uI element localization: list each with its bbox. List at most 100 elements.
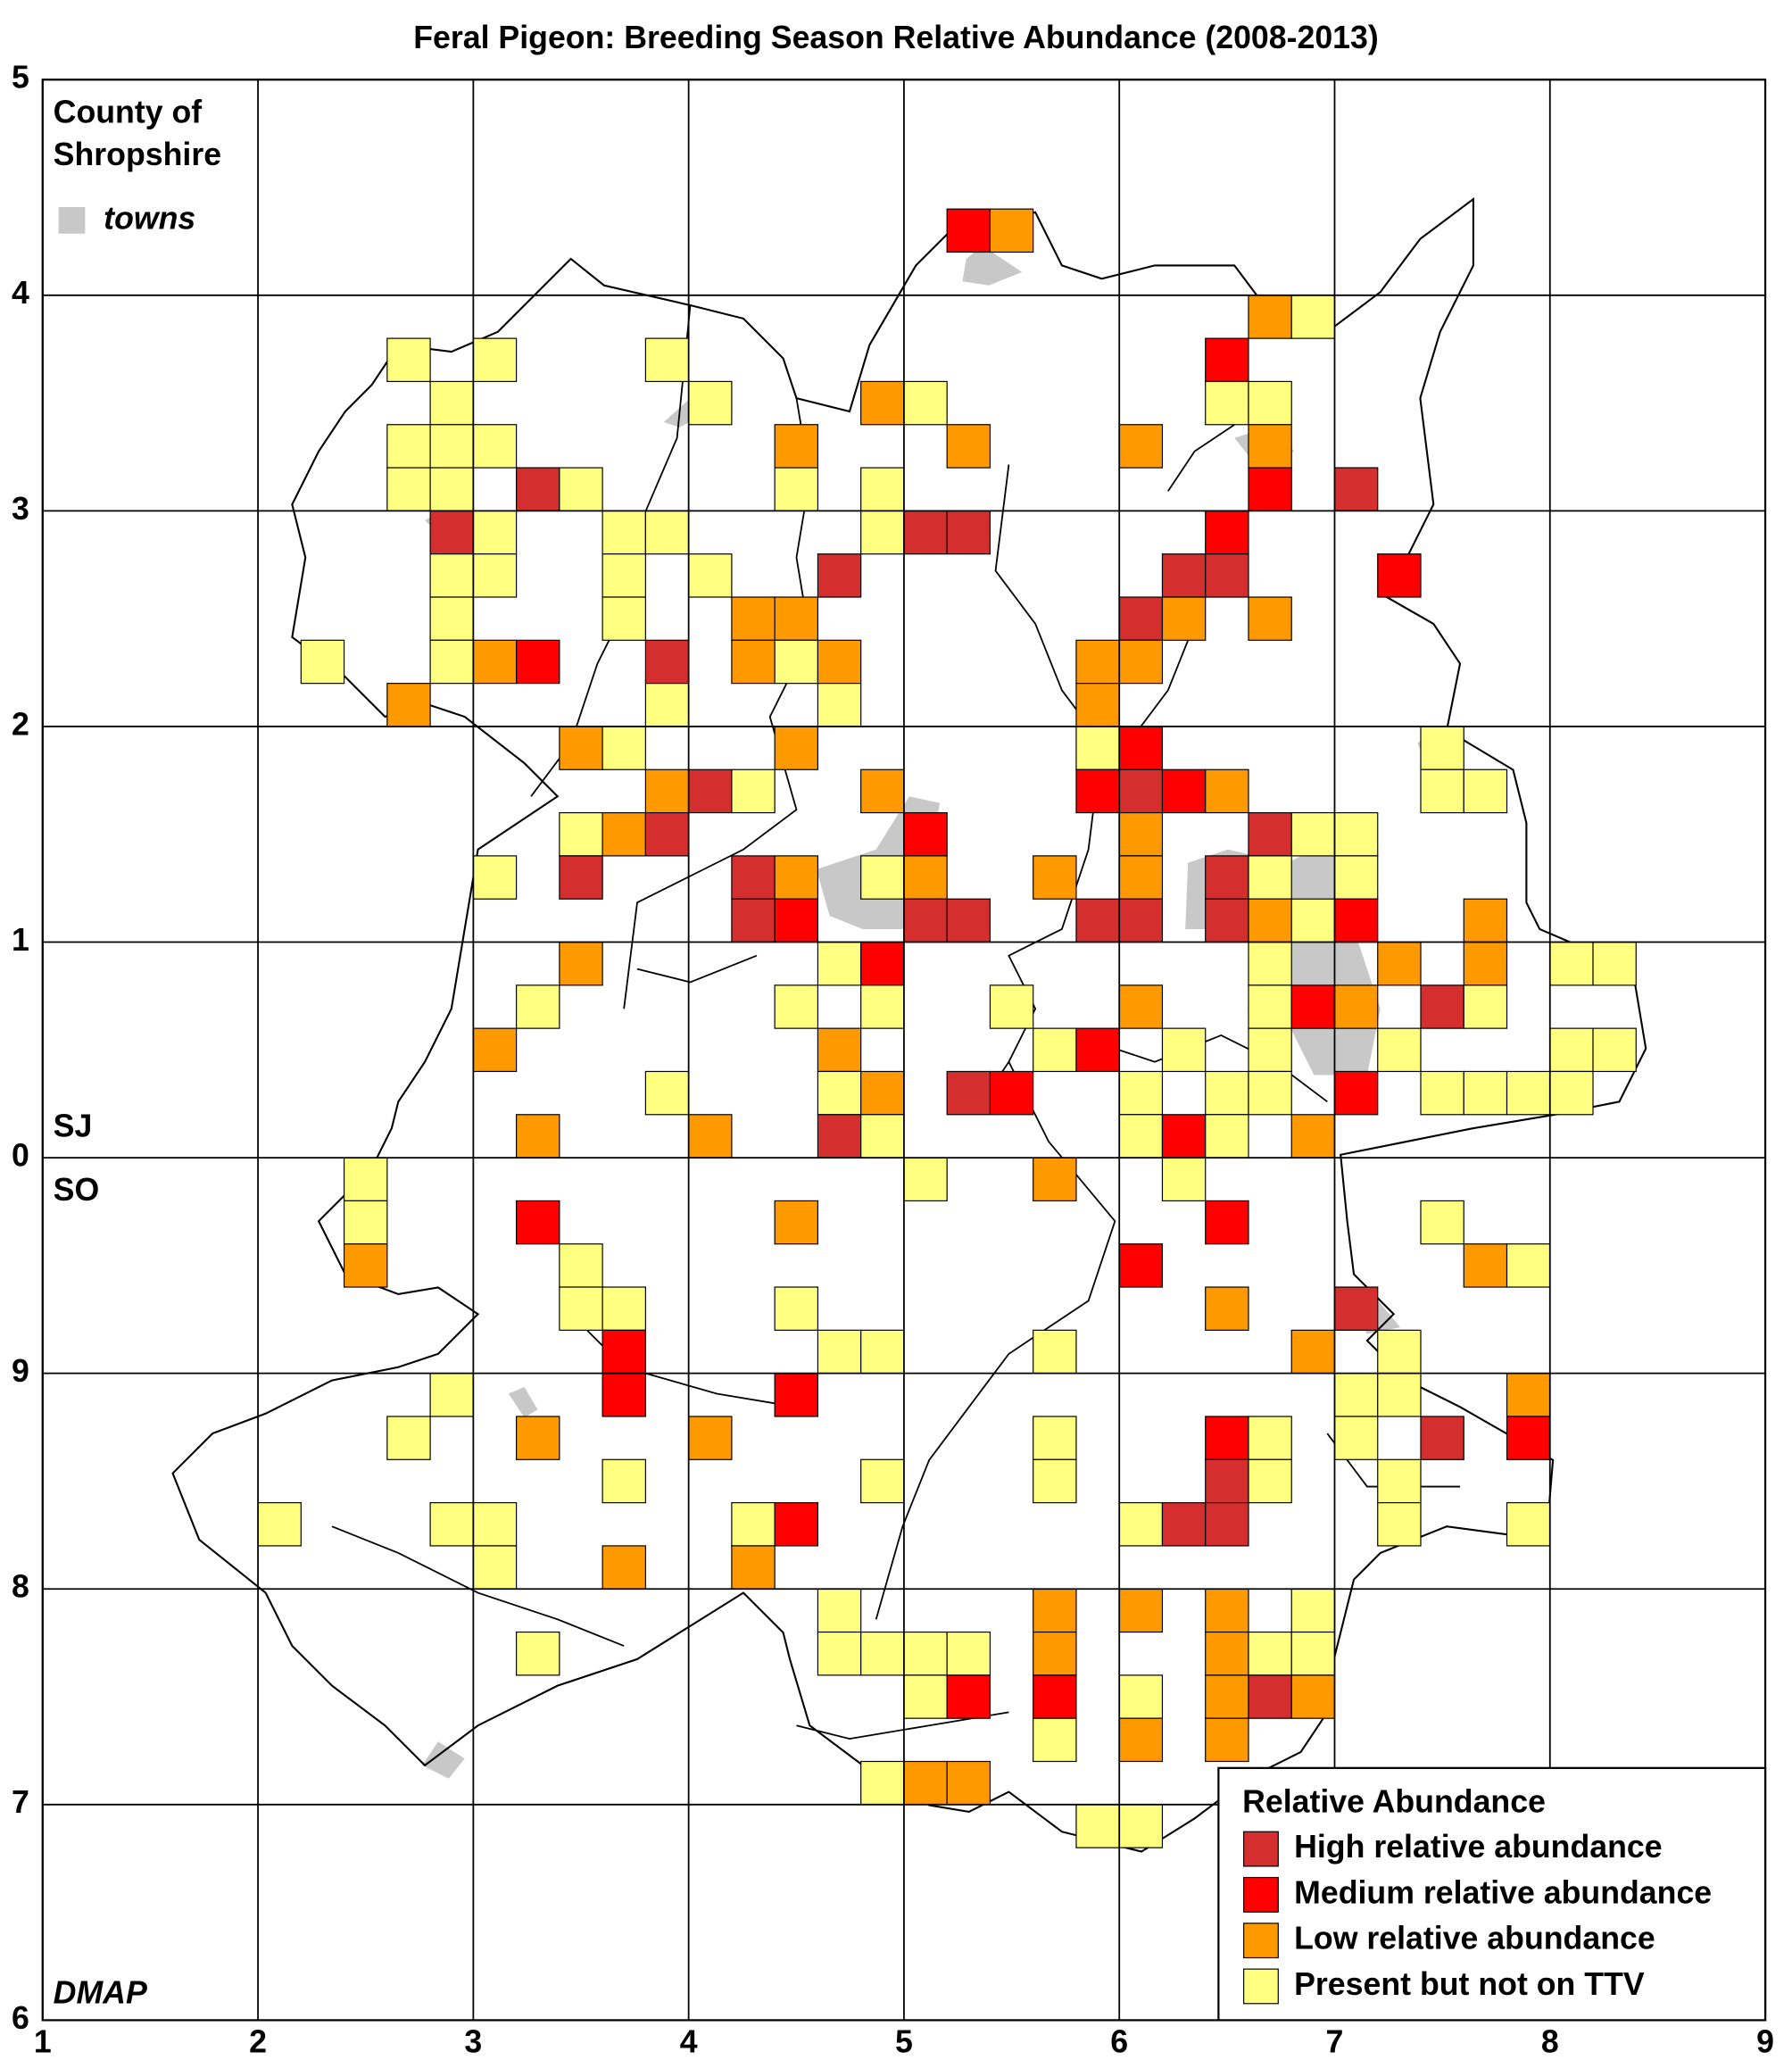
tetrad	[1463, 1070, 1508, 1116]
tetrad	[644, 1070, 690, 1116]
tetrad	[1420, 1200, 1464, 1245]
tetrad	[1161, 1027, 1207, 1073]
tetrad	[516, 1114, 560, 1159]
legend: Relative Abundance High relative abundan…	[1217, 1766, 1767, 2022]
tetrad	[731, 768, 776, 814]
tetrad	[774, 424, 819, 469]
tetrad	[1377, 1502, 1422, 1547]
tetrad	[1377, 941, 1422, 986]
tetrad	[774, 1200, 819, 1245]
tetrad	[559, 1286, 603, 1331]
tetrad	[1377, 1373, 1422, 1417]
tetrad	[1290, 295, 1336, 339]
tetrad	[343, 1243, 388, 1288]
tetrad	[860, 941, 905, 986]
tetrad	[774, 1373, 819, 1417]
tetrad	[774, 726, 819, 770]
county-label: County of	[54, 94, 203, 129]
tetrad	[817, 1329, 862, 1375]
tetrad	[1118, 1070, 1164, 1116]
tetrad	[1248, 984, 1292, 1029]
tetrad	[601, 1286, 646, 1331]
towns-label: towns	[104, 200, 195, 236]
tetrad	[559, 855, 603, 900]
tetrad	[1592, 941, 1637, 986]
tetrad	[774, 984, 819, 1029]
tetrad	[903, 1157, 948, 1202]
tetrad	[1075, 768, 1120, 814]
tetrad	[516, 1631, 560, 1676]
tetrad	[1248, 855, 1292, 900]
tetrad	[1420, 726, 1464, 770]
legend-title: Relative Abundance	[1242, 1783, 1546, 1819]
tetrad	[472, 1545, 518, 1590]
tetrad	[688, 768, 733, 814]
tetrad	[1463, 984, 1508, 1029]
y-tick-label: 4	[12, 275, 29, 311]
x-tick-label: 2	[249, 2024, 267, 2060]
tetrad	[1549, 1027, 1594, 1073]
tetrad	[1118, 424, 1164, 469]
tetrad	[1033, 1458, 1077, 1504]
tetrad	[989, 984, 1034, 1029]
tetrad	[1033, 1631, 1077, 1676]
tetrad	[903, 1760, 948, 1806]
x-tick-label: 8	[1541, 2024, 1559, 2060]
y-tick-label: 5	[12, 60, 29, 96]
tetrad	[946, 1674, 991, 1719]
tetrad	[1205, 553, 1249, 598]
tetrad	[817, 639, 862, 685]
tetrad	[559, 811, 603, 857]
tetrad	[1290, 1631, 1336, 1676]
tetrad	[1205, 855, 1249, 900]
tetrad	[1205, 898, 1249, 943]
tetrad	[1205, 1286, 1249, 1331]
tetrad	[817, 553, 862, 598]
town	[508, 1387, 538, 1418]
tetrad	[1205, 768, 1249, 814]
county-label: Shropshire	[54, 137, 221, 172]
credit: DMAP	[54, 1975, 147, 2011]
tetrad	[429, 596, 474, 641]
tetrad	[903, 1631, 948, 1676]
tetrad	[1205, 1114, 1249, 1159]
tetrad	[903, 1674, 948, 1719]
tetrad	[817, 1114, 862, 1159]
tetrad	[774, 898, 819, 943]
tetrad	[817, 1631, 862, 1676]
tetrad	[903, 380, 948, 426]
tetrad	[1506, 1070, 1551, 1116]
tetrad	[860, 984, 905, 1029]
tetrad	[688, 1416, 733, 1460]
x-tick-label: 7	[1326, 2024, 1344, 2060]
tetrad	[1118, 1674, 1164, 1719]
tetrad	[343, 1157, 388, 1202]
x-tick-label: 4	[680, 2024, 698, 2060]
tetrad	[300, 639, 345, 685]
tetrad	[429, 639, 474, 685]
tetrad	[1420, 1070, 1464, 1116]
tetrad	[1118, 1717, 1164, 1763]
tetrad	[257, 1502, 302, 1547]
tetrad	[472, 1502, 518, 1547]
tetrad	[731, 855, 776, 900]
tetrad	[1506, 1502, 1551, 1547]
tetrad	[774, 1502, 819, 1547]
tetrad	[1420, 1416, 1464, 1460]
tetrad	[1290, 898, 1336, 943]
tetrad	[429, 380, 474, 426]
tetrad	[1033, 1157, 1077, 1202]
tetrad	[601, 811, 646, 857]
tetrad	[1506, 1373, 1551, 1417]
tetrad	[1033, 1674, 1077, 1719]
tetrad	[559, 941, 603, 986]
tetrad	[774, 1286, 819, 1331]
tetrad	[559, 1243, 603, 1288]
tetrad	[860, 768, 905, 814]
tetrad	[1549, 1070, 1594, 1116]
tetrad	[1333, 984, 1379, 1029]
tetrad	[1075, 683, 1120, 727]
tetrad	[1248, 811, 1292, 857]
tetrad	[1205, 1502, 1249, 1547]
tetrad	[1118, 768, 1164, 814]
